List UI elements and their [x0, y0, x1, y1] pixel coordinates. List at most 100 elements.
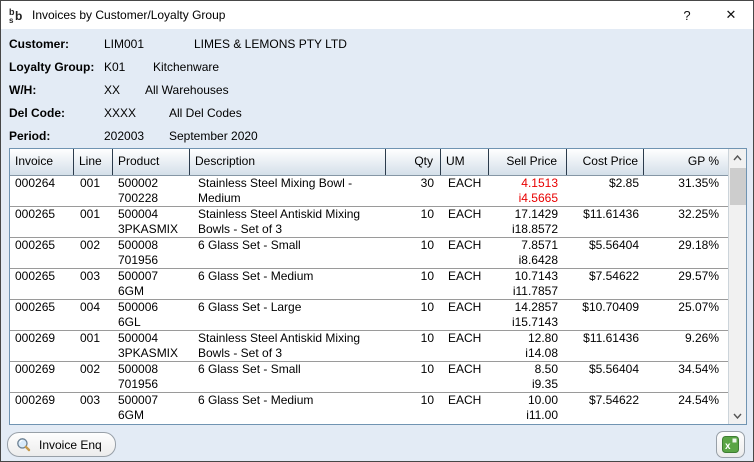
table-row[interactable]: 000264 001 500002 700228 Stainless Steel …: [10, 176, 728, 207]
cell-description: 6 Glass Set - Medium: [198, 393, 314, 407]
cell-cost-price: $5.56404: [588, 362, 639, 376]
grid-body[interactable]: 000264 001 500002 700228 Stainless Steel …: [10, 176, 728, 423]
info-code: XXXX: [104, 106, 137, 120]
info-label: W/H:: [9, 83, 37, 97]
cell-product: 500002 700228: [118, 176, 159, 205]
table-row[interactable]: 000269 003 500007 6GM 6 Glass Set - Mediu…: [10, 393, 728, 423]
svg-text:x: x: [725, 441, 731, 452]
excel-export-icon: x: [722, 436, 739, 453]
column-header-line: Line: [74, 149, 113, 175]
invoice-enq-button[interactable]: Invoice Enq: [7, 432, 116, 457]
cell-sell-price: 17.1429 i18.8572: [511, 207, 558, 236]
invoice-enq-label: Invoice Enq: [39, 437, 102, 452]
info-name: September 2020: [169, 129, 258, 143]
cell-um: EACH: [448, 331, 482, 345]
cell-description: 6 Glass Set - Small: [198, 362, 301, 376]
magnifier-icon: [17, 437, 31, 451]
scrollbar-thumb[interactable]: [729, 168, 746, 205]
info-row: Del Code: XXXX All Del Codes: [9, 106, 753, 121]
info-row: Period: 202003 September 2020: [9, 129, 753, 144]
cell-um: EACH: [448, 362, 482, 376]
table-row[interactable]: 000265 003 500007 6GM 6 Glass Set - Mediu…: [10, 269, 728, 300]
info-code: XX: [104, 83, 121, 97]
scroll-up-icon[interactable]: [729, 149, 747, 166]
cell-cost-price: $11.61436: [583, 207, 639, 221]
cell-sell-price: 12.80 i14.08: [525, 331, 558, 360]
cell-um: EACH: [448, 176, 482, 190]
cell-gp-pct: 9.26%: [684, 331, 719, 345]
cell-invoice: 000269: [15, 331, 56, 345]
cell-sell-price: 14.2857 i15.7143: [511, 300, 558, 329]
cell-gp-pct: 32.25%: [678, 207, 719, 221]
scroll-down-icon[interactable]: [729, 407, 747, 424]
cell-invoice: 000265: [15, 269, 56, 283]
cell-invoice: 000269: [15, 362, 56, 376]
cell-sell-price: 10.00 i11.00: [526, 393, 558, 422]
cell-product: 500007 6GM: [118, 269, 159, 298]
cell-qty: 30: [420, 176, 434, 190]
cell-cost-price: $7.54622: [588, 269, 639, 283]
table-row[interactable]: 000265 001 500004 3PKASMIX Stainless Stee…: [10, 207, 728, 238]
column-header-qty: Qty: [386, 149, 441, 175]
cell-um: EACH: [448, 393, 482, 407]
svg-text:b: b: [15, 9, 22, 23]
table-row[interactable]: 000265 002 500008 701956 6 Glass Set - Sm…: [10, 238, 728, 269]
info-code: 202003: [104, 129, 145, 143]
cell-line: 001: [80, 176, 101, 190]
cell-um: EACH: [448, 269, 482, 283]
table-row[interactable]: 000269 001 500004 3PKASMIX Stainless Stee…: [10, 331, 728, 362]
cell-line: 004: [80, 300, 101, 314]
svg-text:s: s: [9, 16, 14, 24]
cell-cost-price: $2.85: [608, 176, 639, 190]
column-header-um: UM: [441, 149, 489, 175]
excel-export-button[interactable]: x: [716, 431, 745, 458]
info-label: Del Code:: [9, 106, 66, 120]
cell-invoice: 000265: [15, 300, 56, 314]
svg-text:b: b: [9, 7, 15, 17]
cell-cost-price: $11.61436: [583, 331, 639, 345]
cell-product: 500004 3PKASMIX: [118, 207, 179, 236]
cell-cost-price: $10.70409: [582, 300, 639, 314]
cell-invoice: 000265: [15, 238, 56, 252]
cell-qty: 10: [420, 331, 434, 345]
column-header-invoice: Invoice: [10, 149, 74, 175]
cell-qty: 10: [420, 300, 434, 314]
cell-gp-pct: 25.07%: [678, 300, 719, 314]
info-code: LIM001: [104, 37, 145, 51]
cell-gp-pct: 29.18%: [678, 238, 719, 252]
cell-qty: 10: [420, 393, 434, 407]
cell-qty: 10: [420, 207, 434, 221]
cell-line: 003: [80, 269, 101, 283]
invoice-grid: Invoice Line Product Description Qty UM Sell P…: [9, 148, 747, 425]
cell-um: EACH: [448, 238, 482, 252]
cell-description: Stainless Steel Antiskid Mixing Bowls - …: [198, 331, 361, 360]
cell-line: 002: [80, 238, 101, 252]
help-button[interactable]: ?: [683, 7, 691, 23]
cell-product: 500006 6GL: [118, 300, 159, 329]
column-header-product: Product: [113, 149, 190, 175]
cell-gp-pct: 31.35%: [678, 176, 719, 190]
cell-um: EACH: [448, 207, 482, 221]
close-button[interactable]: ✕: [725, 7, 737, 22]
window-title: Invoices by Customer/Loyalty Group: [32, 8, 226, 22]
cell-sell-price: 4.1513 i4.5665: [518, 176, 558, 205]
table-row[interactable]: 000265 004 500006 6GL 6 Glass Set - Large…: [10, 300, 728, 331]
cell-line: 001: [80, 331, 101, 345]
cell-gp-pct: 24.54%: [678, 393, 719, 407]
cell-qty: 10: [420, 269, 434, 283]
cell-invoice: 000264: [15, 176, 56, 190]
titlebar: b s b Invoices by Customer/Loyalty Group…: [1, 1, 753, 29]
cell-invoice: 000269: [15, 393, 56, 407]
info-panel: Customer: LIM001 LIMES & LEMONS PTY LTD …: [1, 29, 753, 144]
cell-description: 6 Glass Set - Large: [198, 300, 302, 314]
cell-gp-pct: 29.57%: [678, 269, 719, 283]
column-header-cost: Cost Price: [567, 149, 644, 175]
vertical-scrollbar[interactable]: [728, 149, 746, 424]
cell-line: 003: [80, 393, 101, 407]
info-code: K01: [104, 60, 126, 74]
info-row: Loyalty Group: K01 Kitchenware: [9, 60, 753, 75]
cell-line: 002: [80, 362, 101, 376]
cell-product: 500008 701956: [118, 362, 159, 391]
table-row[interactable]: 000269 002 500008 701956 6 Glass Set - Sm…: [10, 362, 728, 393]
